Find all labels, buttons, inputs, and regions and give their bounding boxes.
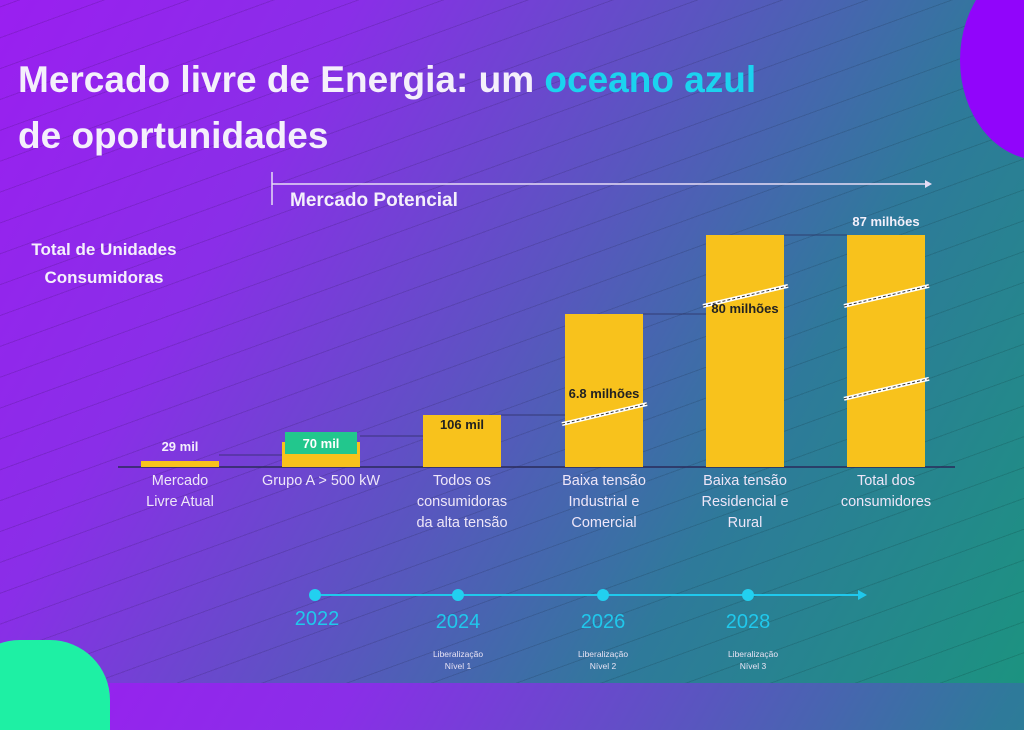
- axis-break-dash: [702, 285, 789, 307]
- timeline-arrow: [858, 590, 867, 600]
- category-label-line: Rural: [727, 515, 763, 531]
- value-label-5: 80 milhões: [711, 301, 778, 316]
- category-label-line: Comercial: [571, 515, 637, 531]
- timeline-dot-2028: [742, 589, 754, 601]
- category-label-5: Baixa tensão Residencial e Rural: [670, 471, 820, 534]
- y-axis-label: Total de Unidades Consumidoras: [14, 236, 194, 292]
- value-label-6: 87 milhões: [852, 214, 919, 229]
- title-part2: de oportunidades: [18, 115, 329, 156]
- bar-chart: 29 mil 70 mil 106 mil 6.8 milhões 80 milhões…: [118, 172, 955, 601]
- category-label-line: da alta tensão: [416, 515, 508, 531]
- bar-4: [565, 314, 643, 467]
- timeline-year-2024: 2024: [435, 611, 481, 633]
- timeline-note-2024: Liberalização Nível 1: [408, 648, 508, 672]
- category-label-line: Todos os: [432, 473, 492, 489]
- y-axis-label-line2: Consumidoras: [44, 268, 164, 287]
- bar-6: [847, 235, 925, 467]
- title-accent: oceano azul: [544, 59, 757, 100]
- category-label-line: consumidores: [840, 494, 932, 510]
- category-label-line: Baixa tensão: [703, 473, 787, 489]
- timeline-note-line: Liberalização: [577, 649, 629, 659]
- axis-break-dash: [561, 403, 648, 425]
- category-label-line: Total dos: [856, 473, 916, 489]
- category-label-line: Baixa tensão: [562, 473, 646, 489]
- bar-1: [141, 461, 219, 467]
- timeline-note-line: Nível 3: [739, 661, 767, 671]
- value-label-1: 29 mil: [162, 439, 199, 454]
- bar-5: [706, 235, 784, 467]
- bar-3: [423, 415, 501, 467]
- page-title: Mercado livre de Energia: um oceano azul…: [18, 52, 838, 164]
- category-label-line: Livre Atual: [146, 494, 214, 510]
- timeline-note-line: Liberalização: [432, 649, 484, 659]
- timeline-note-2026: Liberalização Nível 2: [553, 648, 653, 672]
- mercado-potencial-label: Mercado Potencial: [290, 190, 458, 211]
- category-label-4: Baixa tensão Industrial e Comercial: [529, 471, 679, 534]
- timeline-note-line: Liberalização: [727, 649, 779, 659]
- category-label-1: Mercado Livre Atual: [105, 471, 255, 513]
- timeline-dot-2022: [309, 589, 321, 601]
- timeline-dot-2024: [452, 589, 464, 601]
- timeline-note-2028: Liberalização Nível 3: [703, 648, 803, 672]
- category-label-3: Todos os consumidoras da alta tensão: [387, 471, 537, 534]
- category-label-line: Industrial e: [568, 494, 640, 510]
- value-label-3: 106 mil: [440, 417, 484, 432]
- value-label-4: 6.8 milhões: [569, 386, 640, 401]
- timeline-dot-2026: [597, 589, 609, 601]
- category-label-line: Grupo A > 500 kW: [261, 473, 381, 489]
- category-label-6: Total dos consumidores: [811, 471, 961, 513]
- bracket-arrow: [925, 180, 932, 188]
- category-label-2: Grupo A > 500 kW: [246, 471, 396, 492]
- category-label-line: Mercado: [151, 473, 209, 489]
- timeline-note-line: Nível 1: [444, 661, 472, 671]
- timeline-note-line: Nível 2: [589, 661, 617, 671]
- category-label-line: Residencial e: [701, 494, 789, 510]
- timeline-year-2028: 2028: [725, 611, 771, 633]
- highlight-box: [285, 432, 357, 454]
- category-label-line: consumidoras: [416, 494, 508, 510]
- axis-break-dash: [843, 378, 930, 400]
- axis-break-dash: [843, 285, 930, 307]
- value-label-2: 70 mil: [303, 436, 340, 451]
- y-axis-label-line1: Total de Unidades: [31, 240, 177, 259]
- timeline-year-2022: 2022: [294, 608, 340, 630]
- title-part1: Mercado livre de Energia: um: [18, 59, 545, 100]
- timeline-year-2026: 2026: [580, 611, 626, 633]
